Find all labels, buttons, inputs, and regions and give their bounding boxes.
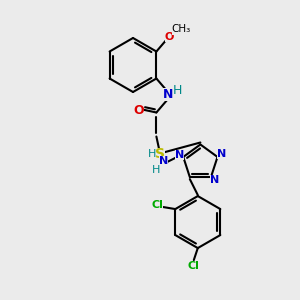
Text: H: H <box>148 149 157 159</box>
Text: N: N <box>217 149 226 159</box>
Text: CH₃: CH₃ <box>172 25 191 34</box>
Text: N: N <box>159 156 168 166</box>
Text: Cl: Cl <box>188 261 200 271</box>
Text: N: N <box>210 175 220 185</box>
Text: O: O <box>165 32 174 41</box>
Text: O: O <box>133 104 144 117</box>
Text: N: N <box>175 150 184 160</box>
Text: Cl: Cl <box>151 200 163 210</box>
Text: H: H <box>152 165 160 175</box>
Text: N: N <box>163 88 174 101</box>
Text: S: S <box>155 148 165 161</box>
Text: H: H <box>173 84 182 97</box>
